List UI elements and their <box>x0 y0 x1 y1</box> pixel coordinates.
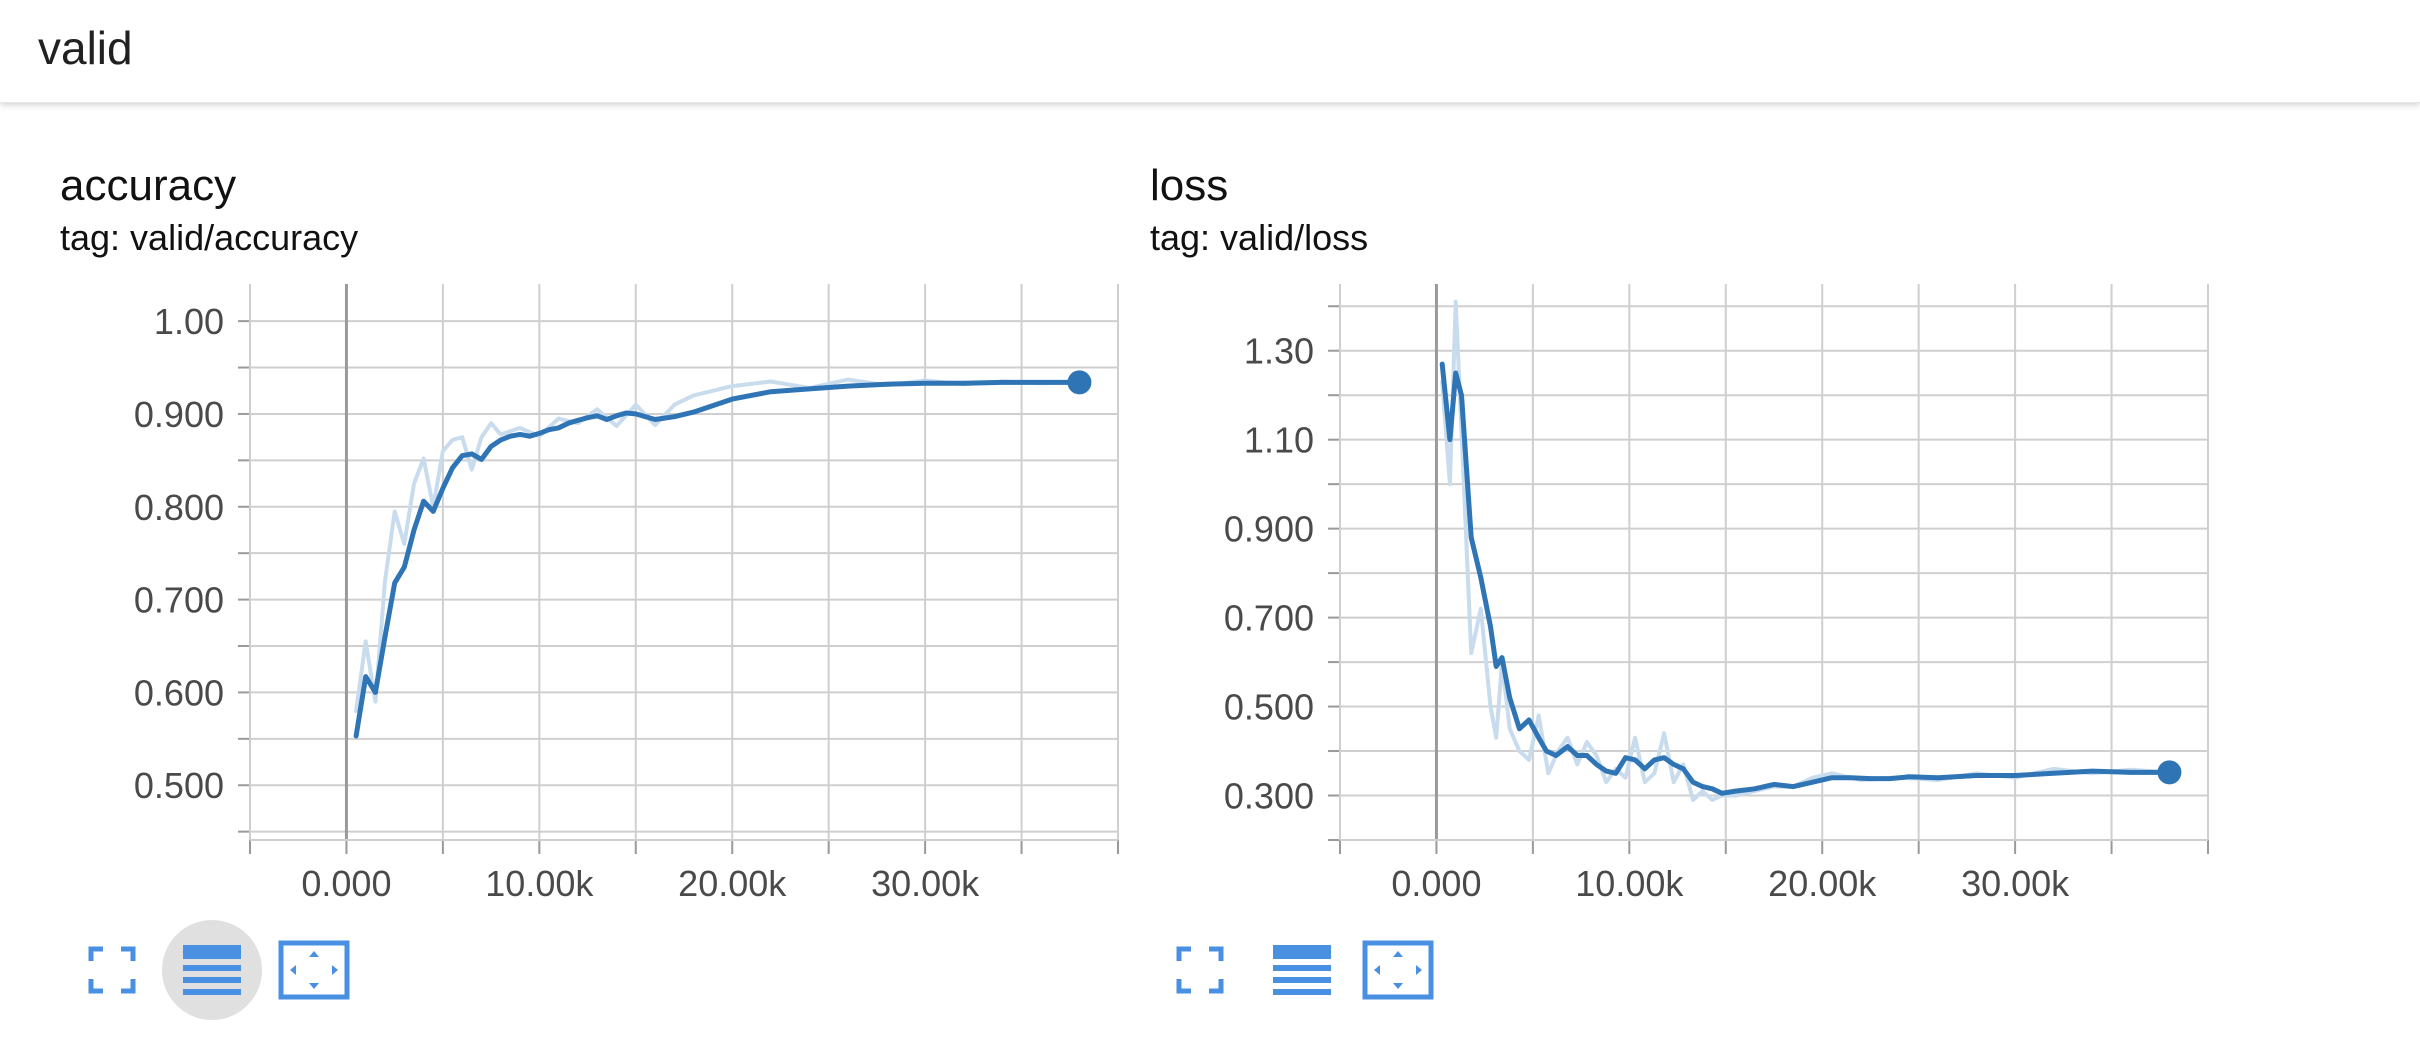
y-tick-label: 1.10 <box>1244 420 1314 461</box>
y-tick-label: 0.500 <box>134 765 224 806</box>
smoothed-series-line <box>1439 361 2172 796</box>
fullscreen-icon <box>88 946 136 994</box>
fullscreen-button[interactable] <box>62 920 162 1020</box>
toggle-data-table-button[interactable] <box>1252 920 1352 1020</box>
y-tick-label: 1.30 <box>1244 331 1314 372</box>
x-tick-label: 10.00k <box>1575 863 1684 904</box>
data-table-icon <box>183 945 241 995</box>
y-tick-label: 0.800 <box>134 487 224 528</box>
last-point-marker <box>2157 760 2182 785</box>
y-tick-label: 0.700 <box>1224 598 1314 639</box>
fit-domain-button[interactable] <box>264 920 364 1020</box>
last-point-marker <box>1067 370 1092 395</box>
accuracy-plot[interactable]: 0.500 0.600 0.700 0.800 0.900 1.00 0.000 10.00k… <box>60 280 1120 920</box>
chart-tag: tag: valid/loss <box>1150 217 1369 258</box>
fullscreen-button[interactable] <box>1150 920 1250 1020</box>
raw-series-line <box>354 377 1082 713</box>
y-tick-label: 0.500 <box>1224 687 1314 728</box>
raw-series-line <box>1440 299 2172 802</box>
smoothed-series-line <box>353 379 1082 739</box>
chart-title: accuracy <box>60 161 237 210</box>
fit-domain-icon <box>278 940 350 1000</box>
x-tick-label: 30.00k <box>1961 863 2070 904</box>
header-bar: valid <box>0 0 2420 103</box>
x-tick-label: 0.000 <box>301 863 391 904</box>
toggle-data-table-button[interactable] <box>162 920 262 1020</box>
data-table-icon <box>1273 945 1331 995</box>
run-group-title: valid <box>38 22 133 74</box>
fit-domain-icon <box>1362 940 1434 1000</box>
y-tick-label: 0.900 <box>1224 509 1314 550</box>
y-tick-label: 0.700 <box>134 580 224 621</box>
y-tick-label: 1.00 <box>154 301 224 342</box>
chart-toolbar <box>1150 920 1550 1030</box>
fit-domain-button[interactable] <box>1348 920 1448 1020</box>
chart-toolbar <box>60 920 460 1030</box>
fullscreen-icon <box>1176 946 1224 994</box>
y-tick-label: 0.600 <box>134 672 224 713</box>
chart-tag: tag: valid/accuracy <box>60 217 359 258</box>
x-tick-label: 10.00k <box>485 863 594 904</box>
accuracy-chart-card: accuracy tag: valid/accuracy 0.500 0.600 0… <box>60 160 1120 1060</box>
x-tick-label: 30.00k <box>871 863 980 904</box>
y-tick-label: 0.900 <box>134 394 224 435</box>
chart-title: loss <box>1150 161 1229 210</box>
loss-plot[interactable]: 0.300 0.500 0.700 0.900 1.10 1.30 0.000 10.00k 2… <box>1150 280 2210 920</box>
y-tick-label: 0.300 <box>1224 776 1314 817</box>
loss-chart-card: loss tag: valid/loss 0.300 0.500 0.700 0.90… <box>1150 160 2210 1060</box>
x-tick-label: 20.00k <box>678 863 787 904</box>
x-tick-label: 0.000 <box>1391 863 1481 904</box>
x-tick-label: 20.00k <box>1768 863 1877 904</box>
